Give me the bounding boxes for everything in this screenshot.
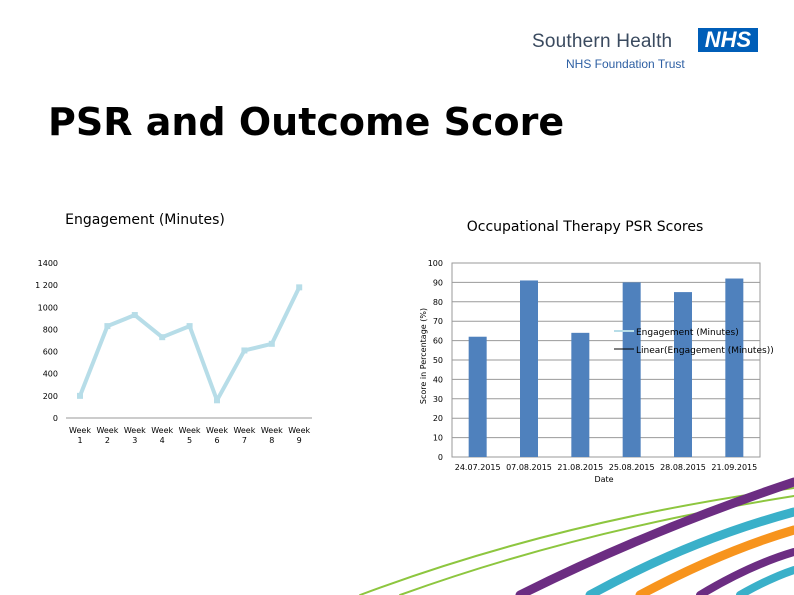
engagement-y-tick: 1 200 — [35, 281, 58, 290]
psr-y-tick: 40 — [433, 375, 443, 384]
engagement-point — [104, 323, 111, 330]
ribbon-5 — [696, 548, 794, 595]
logo-trust-name: Southern Health — [532, 31, 673, 52]
psr-y-tick: 10 — [433, 434, 443, 443]
engagement-y-tick: 200 — [43, 392, 58, 401]
ribbon-6 — [736, 566, 794, 595]
psr-y-tick: 100 — [428, 259, 443, 268]
psr-bar — [468, 336, 487, 457]
engagement-y-tick: 400 — [43, 370, 58, 379]
engagement-x-tick: Week 8 — [261, 426, 283, 445]
engagement-y-tick: 600 — [43, 348, 58, 357]
engagement-series-line — [78, 286, 301, 403]
psr-y-tick: 70 — [433, 317, 443, 326]
engagement-y-tick: 0 — [53, 414, 58, 423]
psr-y-tick: 80 — [433, 298, 443, 307]
engagement-x-tick: Week 1 — [69, 426, 91, 445]
engagement-y-tick: 800 — [43, 325, 58, 334]
engagement-y-tick: 1400 — [38, 259, 58, 268]
psr-plot-frame — [451, 262, 761, 458]
psr-x-tick: 28.08.2015 — [660, 463, 706, 472]
psr-y-tick: 0 — [438, 453, 443, 462]
psr-x-ticks: 24.07.2015 07.08.2015 21.08.2015 25.08.2015… — [455, 463, 757, 472]
engagement-point — [131, 312, 138, 319]
engagement-x-tick: Week 5 — [179, 426, 201, 445]
nhs-logo: Southern Health NHS NHS Foundation Trust — [532, 28, 762, 72]
ribbon-2 — [515, 477, 794, 595]
psr-bar — [725, 278, 744, 457]
ribbon-3 — [585, 507, 794, 595]
engagement-point — [268, 340, 275, 347]
engagement-x-tick: Week 2 — [96, 426, 118, 445]
engagement-x-tick: Week 7 — [233, 426, 255, 445]
psr-y-tick: 90 — [433, 278, 443, 287]
psr-x-tick: 21.09.2015 — [711, 463, 757, 472]
psr-gridlines — [452, 262, 760, 458]
psr-legend: Engagement (Minutes) Linear(Engagement (… — [614, 328, 774, 356]
engagement-point — [186, 323, 193, 330]
engagement-y-ticks: 0 200 400 600 800 1000 1 200 1400 — [35, 259, 58, 423]
psr-y-tick: 60 — [433, 337, 443, 346]
slide-title: PSR and Outcome Score — [48, 100, 565, 144]
psr-x-tick: 25.08.2015 — [609, 463, 655, 472]
engagement-x-tick: Week 9 — [288, 426, 310, 445]
legend-label-engagement: Engagement (Minutes) — [636, 328, 739, 338]
psr-y-axis-label: Score in Percentage (%) — [419, 308, 428, 404]
engagement-point — [296, 284, 303, 291]
engagement-chart-title: Engagement (Minutes) — [65, 212, 225, 228]
psr-x-axis-label: Date — [594, 475, 613, 484]
engagement-point — [77, 392, 83, 399]
engagement-x-tick: Week 4 — [151, 426, 173, 445]
legend-label-linear: Linear(Engagement (Minutes)) — [636, 346, 774, 356]
engagement-point — [241, 347, 248, 354]
engagement-x-ticks: Week 1 Week 2 Week 3 Week 4 Week 5 Week 6 Week 7 Week 8… — [69, 426, 310, 445]
psr-y-tick: 50 — [433, 356, 443, 365]
engagement-point — [159, 334, 166, 341]
psr-x-tick: 07.08.2015 — [506, 463, 552, 472]
psr-y-ticks: 0 10 20 30 40 50 60 70 80 90 100 — [428, 259, 443, 462]
engagement-x-tick: Week 6 — [206, 426, 228, 445]
psr-bar — [520, 280, 538, 457]
ribbon-0 — [359, 487, 794, 595]
psr-y-tick: 30 — [433, 395, 443, 404]
psr-bar — [674, 292, 692, 457]
engagement-points — [77, 284, 303, 404]
psr-x-tick: 24.07.2015 — [455, 463, 501, 472]
psr-bar — [622, 282, 641, 457]
psr-bars — [468, 278, 744, 457]
engagement-x-tick: Week 3 — [124, 426, 146, 445]
ribbon-4 — [635, 525, 794, 595]
logo-subtitle: NHS Foundation Trust — [566, 57, 685, 71]
nhs-badge-text: NHS — [704, 27, 752, 52]
engagement-point — [214, 397, 220, 404]
psr-bar — [571, 332, 590, 457]
psr-x-tick: 21.08.2015 — [557, 463, 603, 472]
nhs-badge: NHS — [698, 28, 758, 52]
psr-chart-title: Occupational Therapy PSR Scores — [467, 219, 704, 235]
psr-y-tick: 20 — [433, 414, 443, 423]
engagement-y-tick: 1000 — [38, 303, 58, 312]
